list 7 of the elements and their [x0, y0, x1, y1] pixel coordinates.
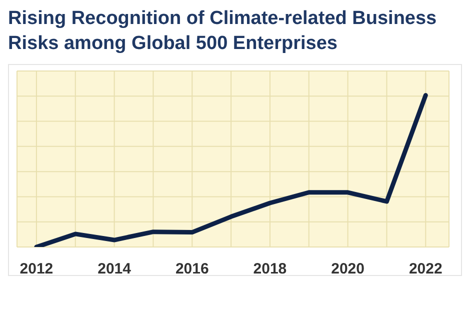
x-tick-label: 2020	[331, 260, 364, 278]
chart-title: Rising Recognition of Climate-related Business Risks among Global 500 Enterprises	[8, 7, 438, 56]
x-tick-label: 2022	[408, 260, 442, 278]
x-tick-label: 2014	[98, 260, 132, 278]
x-tick-label: 2016	[175, 260, 209, 278]
x-tick-label: 2018	[253, 260, 287, 278]
x-tick-label: 2012	[20, 260, 54, 278]
